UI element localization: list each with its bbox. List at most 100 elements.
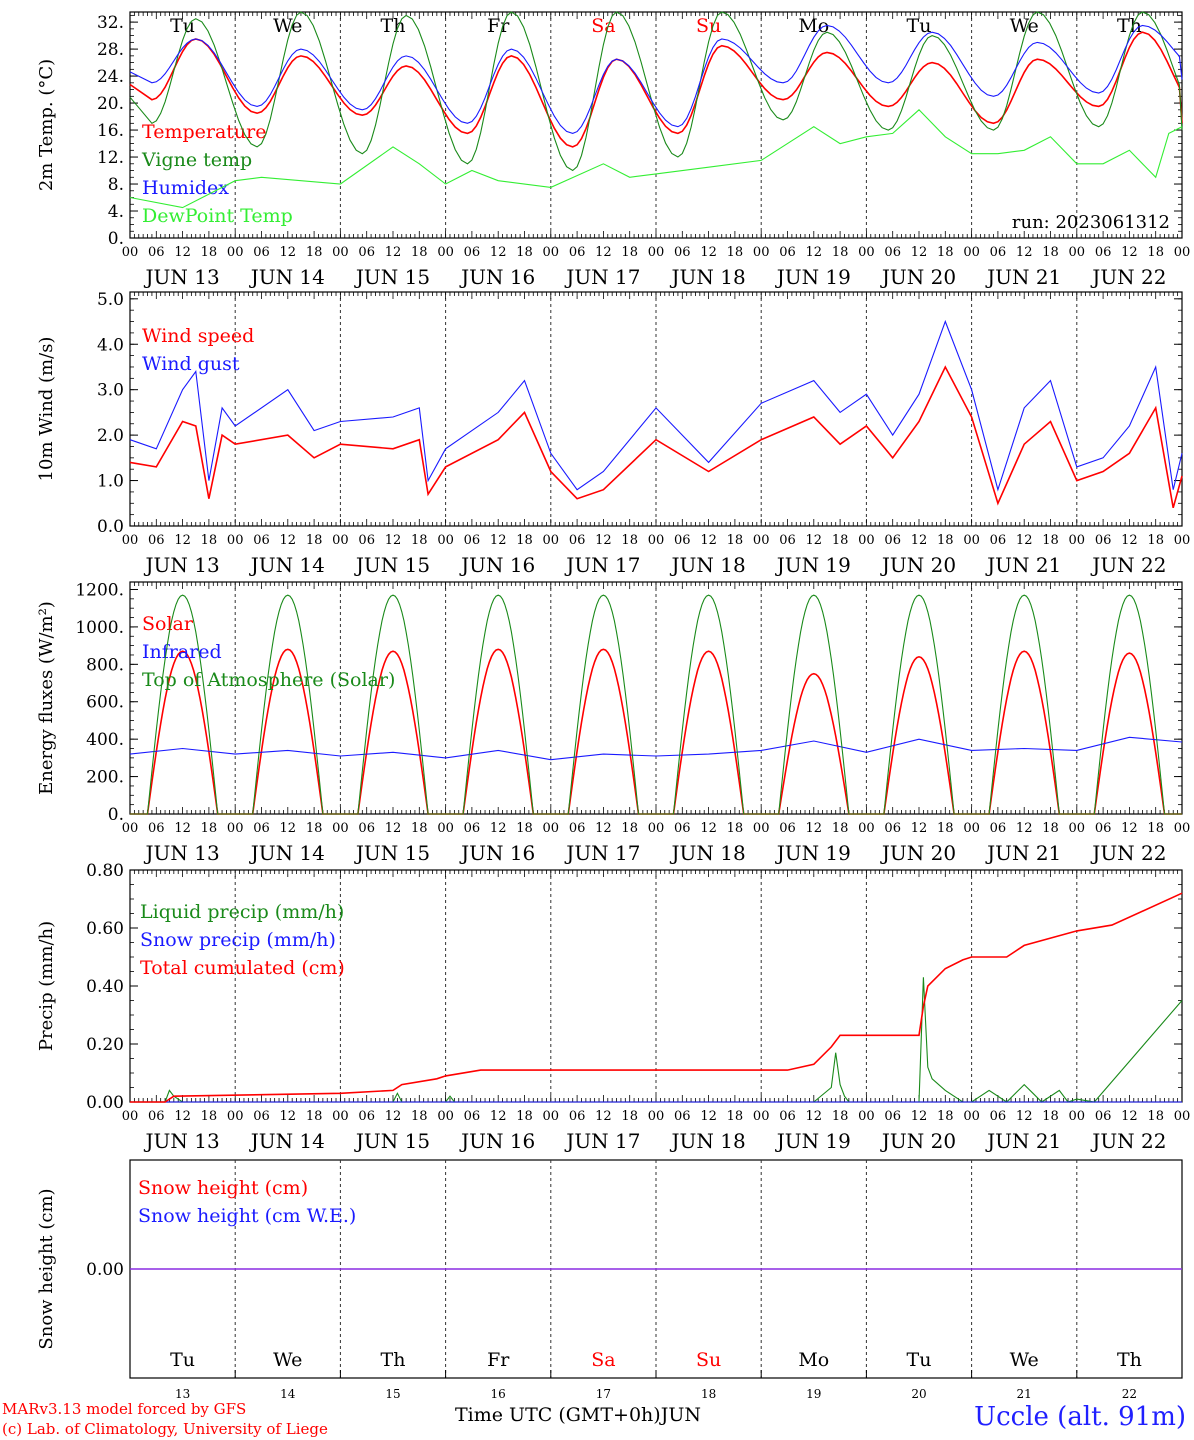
x-hour-label: 18 xyxy=(1147,1109,1164,1124)
x-hour-label: 06 xyxy=(779,245,796,260)
x-hour-label: 18 xyxy=(937,821,954,836)
x-date-label: JUN 14 xyxy=(249,1129,325,1153)
x-date-label: JUN 19 xyxy=(775,841,851,865)
x-hour-label: 00 xyxy=(332,533,349,548)
x-hour-label: 06 xyxy=(358,1109,375,1124)
x-hour-label: 00 xyxy=(858,821,875,836)
x-date-label: JUN 18 xyxy=(670,1129,746,1153)
x-hour-label: 06 xyxy=(884,1109,901,1124)
x-hour-label: 06 xyxy=(990,533,1007,548)
x-hour-label: 12 xyxy=(174,1109,191,1124)
legend-entry: Vigne temp xyxy=(141,149,252,171)
x-hour-label: 00 xyxy=(1174,821,1191,836)
x-hour-label: 00 xyxy=(437,1109,454,1124)
x-date-label: JUN 20 xyxy=(880,553,956,577)
y-axis-title: Energy fluxes (W/m²) xyxy=(36,601,57,795)
x-hour-label: 18 xyxy=(832,533,849,548)
x-hour-label: 18 xyxy=(306,245,323,260)
x-hour-label: 18 xyxy=(516,245,533,260)
x-hour-label: 12 xyxy=(700,821,717,836)
x-hour-label: 06 xyxy=(253,533,270,548)
x-hour-label: 06 xyxy=(148,245,165,260)
x-hour-label: 06 xyxy=(779,821,796,836)
x-hour-label: 12 xyxy=(911,533,928,548)
x-hour-label: 12 xyxy=(385,1109,402,1124)
x-hour-label: 00 xyxy=(1174,533,1191,548)
y-tick-label: 800. xyxy=(86,655,124,675)
y-tick-label: 24. xyxy=(97,67,124,87)
x-hour-label: 12 xyxy=(280,1109,297,1124)
series-line-infrared xyxy=(129,736,1183,761)
x-date-label: JUN 14 xyxy=(249,553,325,577)
x-date-label: JUN 15 xyxy=(354,553,430,577)
series-line-top-of-atmosphere-solar- xyxy=(130,594,1182,815)
x-hour-label: 12 xyxy=(1016,821,1033,836)
x-hour-label: 12 xyxy=(595,821,612,836)
panel-precip: 0.00 0.20 0.40 0.60 0.80 Precip (mm/h) 00 06 12 1… xyxy=(36,861,1190,1153)
legend-entry: Infrared xyxy=(142,641,222,663)
y-tick-label: 16. xyxy=(97,121,124,141)
x-hour-label: 06 xyxy=(358,245,375,260)
x-hour-label: 12 xyxy=(1016,533,1033,548)
x-date-label: JUN 13 xyxy=(144,265,220,289)
y-axis-title: 2m Temp. (°C) xyxy=(36,59,57,191)
x-hour-label: 00 xyxy=(648,1109,665,1124)
x-hour-label: 12 xyxy=(1121,821,1138,836)
x-hour-label: 06 xyxy=(569,533,586,548)
x-date-label: JUN 20 xyxy=(880,265,956,289)
y-tick-label: 5.0 xyxy=(97,290,124,310)
x-hour-label: 06 xyxy=(884,245,901,260)
x-hour-label: 00 xyxy=(227,821,244,836)
x-hour-label: 00 xyxy=(753,533,770,548)
x-hour-label: 06 xyxy=(990,245,1007,260)
x-hour-label: 18 xyxy=(1147,533,1164,548)
x-hour-label: 06 xyxy=(674,533,691,548)
x-date-label: JUN 13 xyxy=(144,553,220,577)
x-hour-label: 00 xyxy=(858,245,875,260)
panel-wind: 0.0 1.0 2.0 3.0 4.0 5.0 10m Wind (m/s) 00 06 12 18… xyxy=(36,290,1190,577)
x-hour-label: 00 xyxy=(648,533,665,548)
x-date-label: JUN 22 xyxy=(1090,265,1166,289)
x-hour-label: 12 xyxy=(174,245,191,260)
y-tick-label: 32. xyxy=(97,13,124,33)
x-hour-label: 00 xyxy=(122,533,139,548)
x-date-label: JUN 15 xyxy=(354,265,430,289)
x-hour-label: 06 xyxy=(464,821,481,836)
x-hour-label: 06 xyxy=(884,533,901,548)
series-line-wind-speed xyxy=(129,365,1183,509)
x-hour-label: 00 xyxy=(437,245,454,260)
x-hour-label: 12 xyxy=(385,821,402,836)
x-hour-label: 06 xyxy=(358,533,375,548)
x-hour-label: 12 xyxy=(700,533,717,548)
weekday-label: Sa xyxy=(591,15,615,37)
x-hour-label: 18 xyxy=(201,533,218,548)
lab-credit: (c) Lab. of Climatology, University of L… xyxy=(2,1420,328,1438)
x-hour-label: 12 xyxy=(595,1109,612,1124)
x-hour-label: 00 xyxy=(858,1109,875,1124)
x-date-label: JUN 19 xyxy=(775,553,851,577)
x-hour-label: 12 xyxy=(1121,1109,1138,1124)
x-date-label: JUN 22 xyxy=(1090,1129,1166,1153)
legend-entry: Top of Atmosphere (Solar) xyxy=(142,669,395,691)
x-hour-label: 00 xyxy=(543,1109,560,1124)
legend-entry: Solar xyxy=(142,613,194,635)
x-hour-label: 18 xyxy=(516,1109,533,1124)
legend-entry: Wind gust xyxy=(142,353,240,375)
legend-entry: Liquid precip (mm/h) xyxy=(140,901,344,923)
x-date-label: JUN 17 xyxy=(564,1129,640,1153)
x-date-label: JUN 16 xyxy=(459,265,535,289)
x-date-label: JUN 20 xyxy=(880,841,956,865)
y-tick-label: 8. xyxy=(108,175,124,195)
x-hour-label: 06 xyxy=(1095,245,1112,260)
x-date-label: JUN 22 xyxy=(1090,841,1166,865)
weekday-label: Mo xyxy=(798,1349,829,1371)
x-hour-label: 12 xyxy=(174,821,191,836)
x-date-label: JUN 18 xyxy=(670,553,746,577)
x-hour-label: 18 xyxy=(621,1109,638,1124)
weekday-label: Fr xyxy=(487,15,510,37)
legend-entry: Snow precip (mm/h) xyxy=(140,929,336,951)
x-day-number: 19 xyxy=(806,1387,821,1401)
y-tick-label: 600. xyxy=(86,693,124,713)
x-date-label: JUN 16 xyxy=(459,1129,535,1153)
y-tick-label: 0.40 xyxy=(86,977,124,997)
